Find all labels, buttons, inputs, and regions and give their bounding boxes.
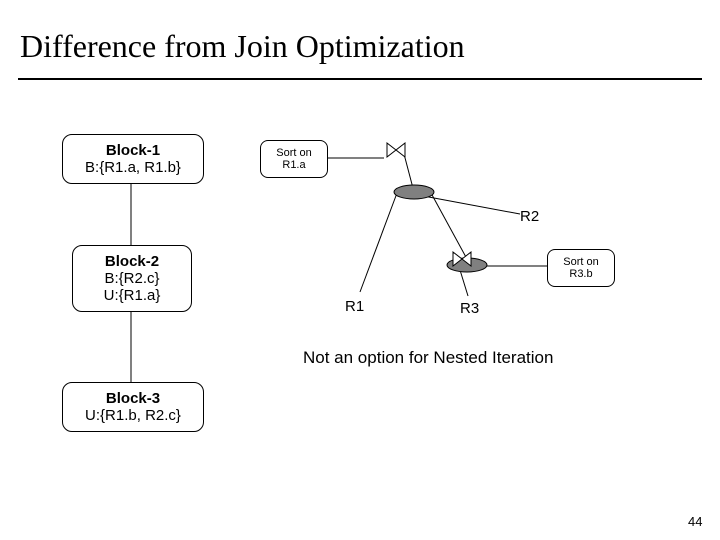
caption-text: Not an option for Nested Iteration bbox=[303, 348, 553, 368]
block-2-sub2: U:{R1.a} bbox=[104, 287, 161, 304]
edge bbox=[460, 270, 468, 296]
block-2-sub1: B:{R2.c} bbox=[104, 270, 159, 287]
block-1: Block-1 B:{R1.a, R1.b} bbox=[62, 134, 204, 184]
label-r2: R2 bbox=[520, 208, 539, 225]
block-2-title: Block-2 bbox=[105, 253, 159, 270]
block-3: Block-3 U:{R1.b, R2.c} bbox=[62, 382, 204, 432]
label-r3: R3 bbox=[460, 300, 479, 317]
sort-box-r3b-line1: Sort on bbox=[563, 256, 598, 268]
block-3-title: Block-3 bbox=[106, 390, 160, 407]
block-3-sub: U:{R1.b, R2.c} bbox=[85, 407, 181, 424]
plan-node-ellipse bbox=[394, 185, 434, 199]
page-number: 44 bbox=[688, 514, 702, 529]
sort-box-r1a-line1: Sort on bbox=[276, 147, 311, 159]
edge bbox=[418, 195, 520, 214]
label-r1: R1 bbox=[345, 298, 364, 315]
sort-box-r3b-line2: R3.b bbox=[569, 268, 592, 280]
sort-box-r1a: Sort on R1.a bbox=[260, 140, 328, 178]
sort-box-r1a-line2: R1.a bbox=[282, 159, 305, 171]
join-bowtie-icon bbox=[387, 143, 405, 157]
block-2: Block-2 B:{R2.c} U:{R1.a} bbox=[72, 245, 192, 312]
sort-box-r3b: Sort on R3.b bbox=[547, 249, 615, 287]
block-1-sub: B:{R1.a, R1.b} bbox=[85, 159, 181, 176]
edge bbox=[360, 193, 397, 292]
block-1-title: Block-1 bbox=[106, 142, 160, 159]
